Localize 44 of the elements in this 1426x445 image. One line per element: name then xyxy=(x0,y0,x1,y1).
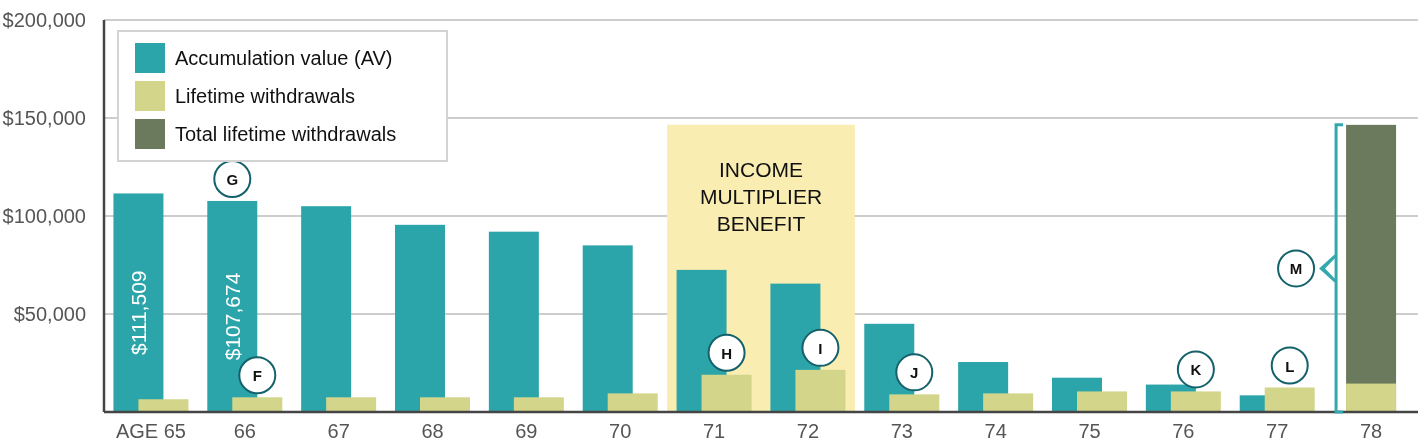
bar xyxy=(326,397,377,412)
bar xyxy=(513,397,564,412)
bar xyxy=(1077,391,1127,412)
x-tick-label: 67 xyxy=(327,420,350,443)
x-tick-label: 73 xyxy=(890,420,913,443)
x-tick-label: 71 xyxy=(702,420,726,443)
bar xyxy=(983,393,1034,412)
x-tick-label: 70 xyxy=(609,420,632,443)
x-tick-label: AGE 65 xyxy=(115,420,186,443)
y-tick-label: $100,000 xyxy=(2,205,86,228)
x-tick-label: 78 xyxy=(1359,420,1383,443)
bar xyxy=(607,393,658,412)
annotation: I xyxy=(818,339,823,357)
legend-label: Accumulation value (AV) xyxy=(175,46,393,69)
x-tick-label: 72 xyxy=(796,420,820,443)
x-tick-label: 74 xyxy=(984,420,1007,443)
band-label: INCOME MULTIPLIER BENEFIT xyxy=(699,157,823,235)
annotation: K xyxy=(1190,360,1202,378)
legend-label: Lifetime withdrawals xyxy=(175,84,356,107)
bar xyxy=(488,231,539,412)
annotation: F xyxy=(252,366,262,384)
x-tick-label: 68 xyxy=(421,420,444,443)
y-tick-label: $50,000 xyxy=(13,303,86,326)
y-tick-label: $150,000 xyxy=(2,107,86,130)
annotation: H xyxy=(721,344,732,362)
x-tick-label: 76 xyxy=(1172,420,1195,443)
legend-label: Total lifetime withdrawals xyxy=(175,122,397,145)
x-tick-label: 77 xyxy=(1266,420,1289,443)
data-label: $111,509 xyxy=(126,270,150,355)
x-tick-label: 69 xyxy=(515,420,538,443)
annotation: G xyxy=(226,170,239,188)
bar xyxy=(138,399,189,412)
bar xyxy=(420,397,470,412)
y-tick-label: $200,000 xyxy=(2,9,86,32)
annotation: L xyxy=(1285,357,1295,374)
annotation: J xyxy=(910,363,919,381)
x-tick-label: 66 xyxy=(233,420,256,443)
bar xyxy=(395,224,445,412)
x-tick-label: 75 xyxy=(1078,420,1101,443)
bar xyxy=(113,193,164,412)
bar xyxy=(301,206,352,412)
bar xyxy=(582,245,633,412)
annotation: M xyxy=(1289,259,1303,277)
data-label: $107,674 xyxy=(220,272,244,361)
